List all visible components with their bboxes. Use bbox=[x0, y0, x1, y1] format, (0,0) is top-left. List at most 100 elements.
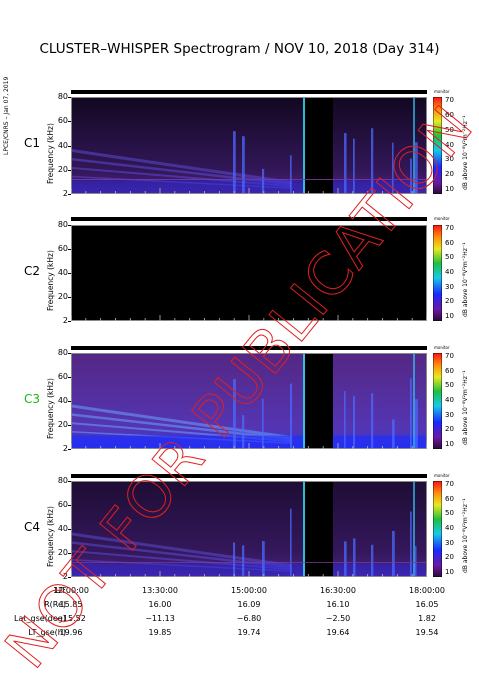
y-axis-label: Frequency (kHz) bbox=[46, 506, 55, 567]
y-tick-mark bbox=[68, 425, 71, 426]
y-axis-label: Frequency (kHz) bbox=[46, 250, 55, 311]
spectrogram-c3 bbox=[71, 353, 427, 449]
colorbar-tick-label: 70 bbox=[445, 224, 454, 232]
colorbar-tick-label: 10 bbox=[445, 568, 454, 576]
colorbar-tick-label: 50 bbox=[445, 253, 454, 262]
colorbar-tick-label: 50 bbox=[445, 509, 454, 518]
y-tick-label: 60 bbox=[57, 116, 68, 126]
x-row-value: −15.52 bbox=[56, 614, 86, 623]
x-row-value: 15:00:00 bbox=[231, 586, 267, 595]
x-row-value: 19.64 bbox=[326, 628, 350, 637]
colorbar-tick-label: 50 bbox=[445, 125, 454, 134]
colorbar-tick-label: 10 bbox=[445, 312, 454, 320]
y-tick-mark bbox=[68, 194, 71, 195]
status-bar-c4 bbox=[71, 474, 427, 478]
x-row-value: −2.50 bbox=[325, 614, 351, 623]
colorbar-c4 bbox=[433, 481, 442, 577]
panel-label-c3: C3 bbox=[24, 392, 41, 406]
y-tick-mark bbox=[68, 273, 71, 274]
colorbar-tick-label: 40 bbox=[445, 268, 454, 276]
y-tick-mark bbox=[68, 297, 71, 298]
colorbar-tick-label: 70 bbox=[445, 352, 454, 360]
x-row-value: 18:00:00 bbox=[409, 586, 445, 595]
x-row-value: 16.05 bbox=[415, 600, 439, 609]
y-tick-label: 80 bbox=[57, 476, 68, 485]
y-tick-mark bbox=[68, 449, 71, 450]
colorbar-c3 bbox=[433, 353, 442, 449]
x-row-value: 15.85 bbox=[59, 600, 83, 609]
y-tick-label: 40 bbox=[57, 396, 68, 405]
x-row-value: 16:30:00 bbox=[320, 586, 356, 595]
x-row-value: 19.74 bbox=[237, 628, 261, 637]
colorbar-c2 bbox=[433, 225, 442, 321]
colorbar-top-label: monitor bbox=[434, 473, 450, 478]
colorbar-top-label: monitor bbox=[434, 345, 450, 350]
y-tick-label: 40 bbox=[57, 140, 68, 150]
x-row-value: −6.80 bbox=[236, 614, 262, 623]
status-bar-c2 bbox=[71, 217, 427, 221]
y-tick-label: 2 bbox=[62, 189, 68, 198]
colorbar-tick-label: 40 bbox=[445, 140, 454, 149]
colorbar-title: dB above 10⁻⁸V²m⁻²Hz⁻¹ bbox=[462, 242, 469, 317]
y-tick-mark bbox=[68, 121, 71, 123]
y-tick-mark bbox=[68, 249, 71, 250]
x-row-label: R(Re) bbox=[44, 600, 66, 609]
y-tick-label: 40 bbox=[57, 524, 68, 533]
x-row-value: 19.85 bbox=[148, 628, 172, 637]
y-tick-mark bbox=[68, 97, 71, 98]
colorbar-tick-label: 70 bbox=[445, 480, 454, 488]
status-bar-c1 bbox=[71, 90, 427, 94]
colorbar-tick-label: 10 bbox=[445, 185, 454, 193]
x-row-value: 16.09 bbox=[237, 600, 261, 609]
colorbar-top-label: monitor bbox=[434, 216, 450, 221]
x-row-value: 19.54 bbox=[415, 628, 439, 637]
y-tick-label: 60 bbox=[57, 500, 68, 509]
y-tick-mark bbox=[68, 505, 71, 506]
y-tick-label: 2 bbox=[62, 572, 68, 581]
x-row-value: 19.96 bbox=[59, 628, 83, 637]
colorbar-tick-label: 30 bbox=[445, 410, 454, 419]
y-tick-mark bbox=[68, 145, 71, 147]
x-row-value: 1.82 bbox=[418, 614, 436, 623]
x-row-value: 12:00:00 bbox=[53, 586, 89, 595]
y-tick-mark bbox=[68, 169, 71, 171]
x-row-label: UT bbox=[55, 586, 66, 595]
y-tick-mark bbox=[68, 377, 71, 378]
colorbar-title: dB above 10⁻⁸V²m⁻²Hz⁻¹ bbox=[462, 498, 469, 573]
y-tick-mark bbox=[68, 553, 71, 554]
spectrogram-c4 bbox=[71, 481, 427, 577]
colorbar-tick-label: 40 bbox=[445, 524, 454, 532]
panel-label-c2: C2 bbox=[24, 264, 41, 278]
colorbar-tick-label: 20 bbox=[445, 425, 454, 434]
x-row-value: 16.10 bbox=[326, 600, 350, 609]
y-tick-label: 20 bbox=[57, 164, 68, 174]
y-tick-label: 2 bbox=[62, 316, 68, 325]
x-row-label: Lat_gse(deg) bbox=[14, 614, 66, 623]
colorbar-tick-label: 30 bbox=[445, 282, 454, 291]
colorbar-title: dB above 10⁻⁸V²m⁻²Hz⁻¹ bbox=[462, 370, 469, 445]
y-tick-label: 80 bbox=[57, 348, 68, 357]
spectrogram-c2 bbox=[71, 225, 427, 321]
page-title: CLUSTER–WHISPER Spectrogram / NOV 10, 20… bbox=[39, 41, 440, 57]
y-tick-mark bbox=[68, 353, 71, 354]
panel-label-c1: C1 bbox=[24, 136, 41, 150]
y-axis-label: Frequency (kHz) bbox=[46, 123, 55, 184]
colorbar-tick-label: 20 bbox=[445, 297, 454, 306]
colorbar-title: dB above 10⁻⁸V²m⁻²Hz⁻¹ bbox=[462, 115, 469, 190]
colorbar-tick-label: 50 bbox=[445, 381, 454, 390]
y-axis-label: Frequency (kHz) bbox=[46, 378, 55, 439]
y-tick-label: 20 bbox=[57, 292, 68, 301]
y-tick-label: 2 bbox=[62, 444, 68, 453]
colorbar-tick-label: 60 bbox=[445, 366, 454, 375]
y-tick-label: 20 bbox=[57, 420, 68, 429]
colorbar-top-label: monitor bbox=[434, 89, 450, 94]
y-tick-label: 80 bbox=[57, 220, 68, 229]
x-row-value: 16.00 bbox=[148, 600, 172, 609]
side-credit: LPCE/CNRS – Jan 07, 2019 bbox=[3, 76, 10, 155]
colorbar-tick-label: 20 bbox=[445, 170, 454, 179]
y-tick-label: 80 bbox=[57, 92, 68, 101]
y-tick-mark bbox=[68, 481, 71, 482]
colorbar-tick-label: 60 bbox=[445, 110, 454, 119]
panel-label-c4: C4 bbox=[24, 520, 41, 534]
colorbar-tick-label: 70 bbox=[445, 96, 454, 104]
